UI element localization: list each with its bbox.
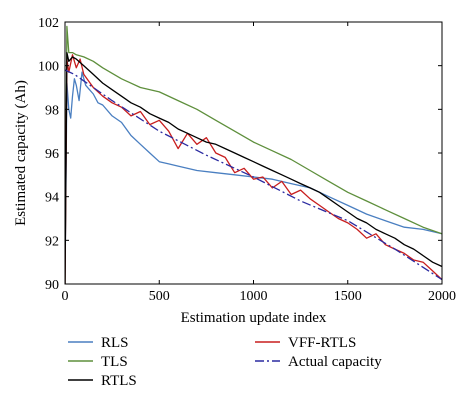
y-tick-label: 100 [38,60,59,75]
x-tick-label: 500 [149,289,170,304]
x-tick-label: 2000 [428,289,456,304]
legend-label-actual-capacity: Actual capacity [288,354,382,370]
y-tick-label: 96 [45,147,59,162]
legend-label-vff-rtls: VFF-RTLS [288,335,356,351]
legend-label-rtls: RTLS [101,373,137,389]
y-tick-label: 94 [45,191,59,206]
series-line-rtls [65,51,442,284]
x-tick-label: 0 [62,289,69,304]
legend: RLS TLS VFF-RTLS RTLS Actual capacity [68,335,382,389]
series-layer [65,25,442,284]
series-line-actual-capacity [65,69,442,281]
y-tick-label: 102 [38,16,59,31]
y-axis-label: Estimated capacity (Ah) [13,80,29,226]
legend-label-tls: TLS [101,354,128,370]
x-tick-label: 1500 [334,289,362,304]
x-tick-label: 1000 [240,289,268,304]
y-tick-label: 90 [45,278,59,293]
y-tick-label: 92 [45,234,59,249]
legend-label-rls: RLS [101,335,129,351]
tick-layer: 0 500 1000 1500 2000 90 92 94 96 98 100 102 [38,16,456,304]
x-axis-label: Estimation update index [181,310,327,326]
series-line-rls [65,71,442,284]
y-tick-label: 98 [45,103,59,118]
series-line-tls [65,25,442,284]
